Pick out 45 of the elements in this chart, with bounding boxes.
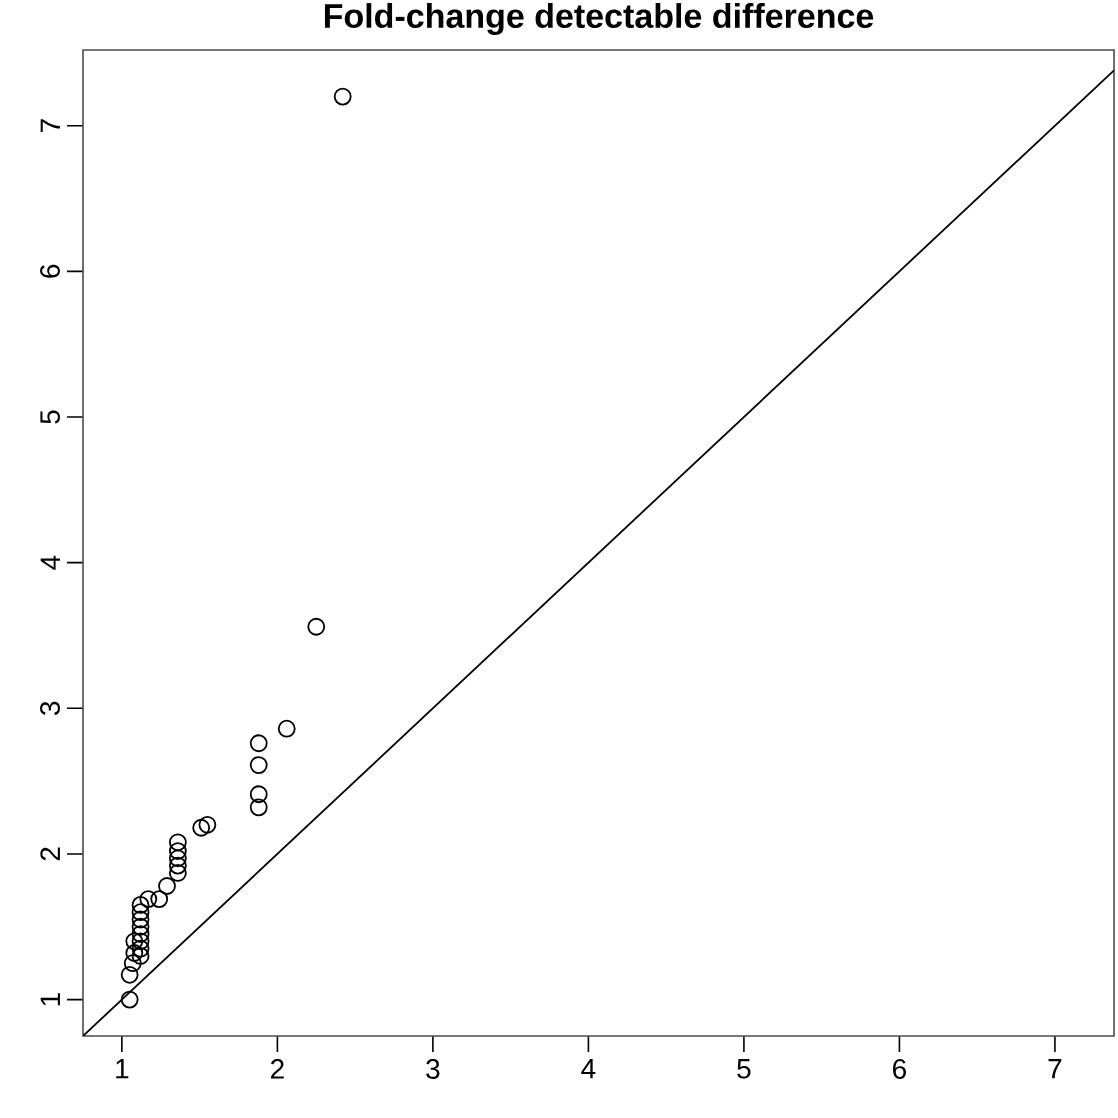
x-tick-label: 3: [426, 1059, 440, 1079]
y-tick-label: 5: [40, 410, 60, 424]
point: [249, 798, 268, 817]
x-tick-label: 5: [737, 1059, 751, 1079]
point: [158, 877, 176, 895]
point: [125, 944, 144, 962]
point: [277, 719, 296, 738]
x-tick-label: 7: [1048, 1059, 1062, 1079]
point: [131, 925, 150, 943]
point: [168, 833, 187, 852]
point: [150, 890, 169, 908]
point: [131, 910, 150, 929]
point: [249, 734, 268, 753]
point: [307, 617, 326, 636]
y-tick-label: 4: [40, 555, 60, 570]
point: [131, 932, 150, 951]
point: [168, 856, 187, 875]
x-tick-label: 4: [581, 1059, 596, 1079]
point: [131, 939, 150, 958]
y-tick-label: 6: [40, 264, 60, 278]
point: [131, 903, 150, 922]
x-tick-label: 1: [116, 1059, 129, 1079]
point: [192, 818, 211, 837]
point: [168, 863, 187, 882]
point: [249, 756, 268, 774]
point: [123, 954, 142, 973]
point: [131, 917, 150, 936]
point: [198, 815, 217, 834]
point: [139, 890, 158, 908]
point: [333, 87, 352, 106]
y-tick-label: 3: [40, 701, 60, 716]
point: [120, 990, 139, 1009]
x-tick-label: 2: [271, 1059, 284, 1079]
point: [168, 842, 187, 860]
point: [120, 965, 139, 984]
point: [131, 896, 150, 914]
point: [249, 785, 268, 804]
y-tick-label: 2: [40, 847, 60, 861]
x-tick-label: 6: [893, 1059, 906, 1079]
chart-title: Fold-change detectable difference: [324, 3, 874, 35]
point: [125, 932, 144, 951]
point: [131, 947, 150, 965]
point: [168, 849, 187, 868]
y-tick-label: 7: [40, 119, 60, 133]
y-tick-label: 1: [40, 993, 60, 1006]
